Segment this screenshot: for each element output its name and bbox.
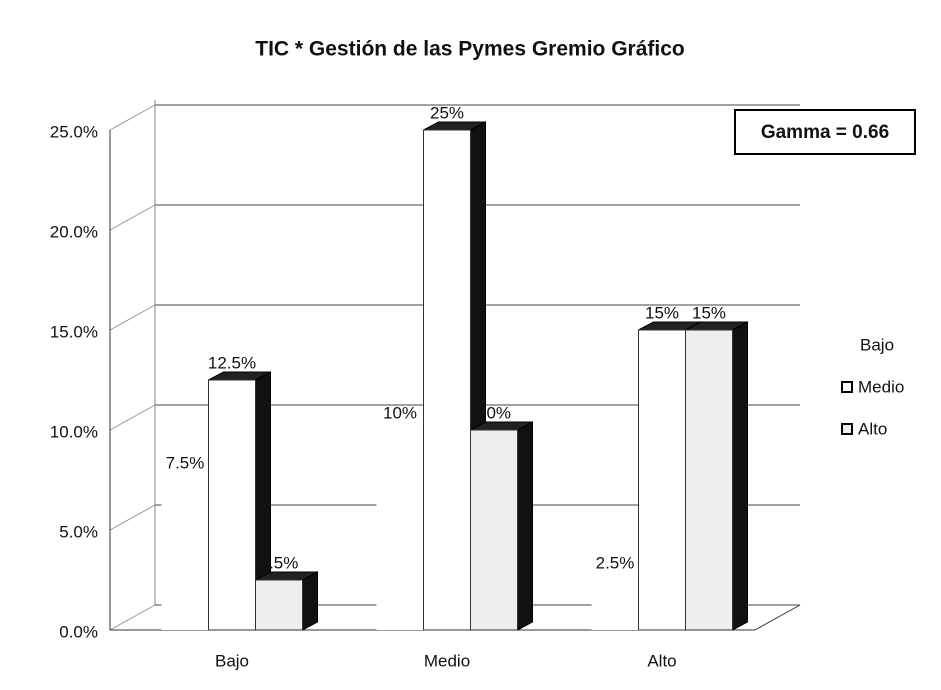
legend-marker (841, 381, 853, 393)
chart-title: TIC * Gestión de las Pymes Gremio Gráfic… (255, 38, 684, 61)
bar (685, 321, 748, 631)
x-tick-label: Medio (424, 651, 470, 670)
bar-front (161, 480, 209, 630)
y-tick-label: 0.0% (59, 622, 98, 641)
grid-diagonal (109, 104, 156, 131)
bar (255, 571, 318, 631)
legend-label: Bajo (860, 335, 894, 354)
annotation: Gamma = 0.66 (761, 122, 889, 143)
y-tick-label: 15.0% (50, 322, 98, 341)
bar (470, 421, 533, 631)
y-tick-label: 25.0% (50, 122, 98, 141)
annotation-box (734, 109, 916, 155)
grid-diagonal (109, 404, 156, 431)
y-tick-label: 5.0% (59, 522, 98, 541)
x-tick-label: Alto (647, 651, 676, 670)
grid-diagonal (109, 604, 156, 631)
bar-front (423, 129, 471, 631)
legend-label: Medio (858, 377, 904, 396)
bar (161, 480, 209, 630)
bar-front (470, 429, 518, 631)
y-tick-label: 10.0% (50, 422, 98, 441)
data-label: 15% (645, 303, 679, 322)
grid-diagonal (109, 304, 156, 331)
floor-right (754, 604, 801, 631)
data-label: 15% (692, 303, 726, 322)
bar-front (208, 379, 256, 631)
bar-front (376, 430, 424, 630)
bar (376, 430, 424, 630)
y-tick-label: 20.0% (50, 222, 98, 241)
bar-front (591, 580, 639, 630)
data-label: 12.5% (208, 353, 256, 372)
grid-diagonal (109, 504, 156, 531)
bar (591, 580, 639, 630)
bar-front (255, 579, 303, 631)
x-tick-label: Bajo (215, 651, 249, 670)
data-label: 25% (430, 103, 464, 122)
data-label: 10% (383, 403, 417, 422)
legend-marker (841, 423, 853, 435)
bar-front (685, 329, 733, 631)
bar-side (517, 421, 533, 631)
bar-front (638, 329, 686, 631)
grid-diagonal (109, 204, 156, 231)
data-label: 2.5% (596, 553, 635, 572)
legend-label: Alto (858, 419, 887, 438)
data-label: 7.5% (166, 453, 205, 472)
bar-side (732, 321, 748, 631)
data-label: 10% (477, 403, 511, 422)
bar (208, 371, 271, 631)
bar-side (302, 571, 318, 631)
data-label: 2.5% (260, 553, 299, 572)
